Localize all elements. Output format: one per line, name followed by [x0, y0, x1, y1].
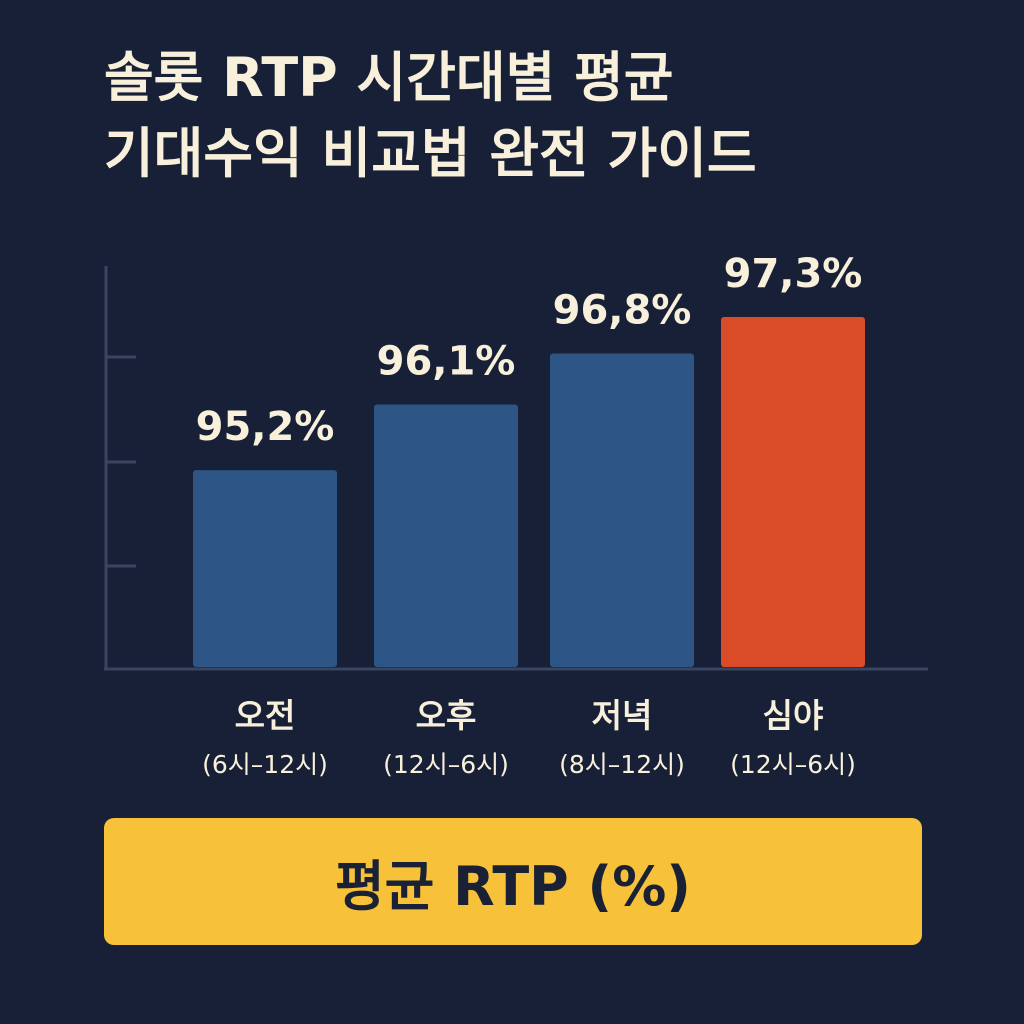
bar-심야	[721, 317, 865, 667]
legend-box: 평균 RTP (%)	[104, 818, 922, 945]
bar-value-label: 96,8%	[553, 287, 692, 333]
labels-layer: 95,2% 오전 (6시–12시) 96,1% 오후 (12시–6시) 96,8% 저녁 (8시…	[196, 251, 863, 779]
chart-title: 솔롯 RTP 시간대별 평균 기대수익 비교법 완전 가이드	[104, 40, 964, 192]
bar-오후	[374, 404, 518, 667]
bar-chart: 95,2% 오전 (6시–12시) 96,1% 오후 (12시–6시) 96,8% 저녁 (8시…	[104, 251, 928, 779]
legend-label: 평균 RTP (%)	[335, 855, 691, 918]
category-sublabel: (8시–12시)	[559, 750, 685, 779]
bar-저녁	[550, 353, 694, 667]
category-label: 심야	[763, 696, 824, 735]
category-label: 오전	[235, 696, 296, 735]
category-sublabel: (6시–12시)	[202, 750, 328, 779]
y-axis	[104, 266, 136, 670]
category-label: 저녁	[592, 696, 653, 735]
bar-value-label: 96,1%	[377, 339, 516, 385]
bar-오전	[193, 470, 337, 667]
title-line-1: 솔롯 RTP 시간대별 평균	[104, 46, 674, 109]
bar-value-label: 97,3%	[724, 251, 863, 297]
category-sublabel: (12시–6시)	[383, 750, 509, 779]
category-sublabel: (12시–6시)	[730, 750, 856, 779]
category-label: 오후	[416, 696, 477, 735]
bars-layer	[193, 317, 865, 667]
title-line-2: 기대수익 비교법 완전 가이드	[104, 122, 757, 185]
bar-value-label: 95,2%	[196, 404, 335, 450]
